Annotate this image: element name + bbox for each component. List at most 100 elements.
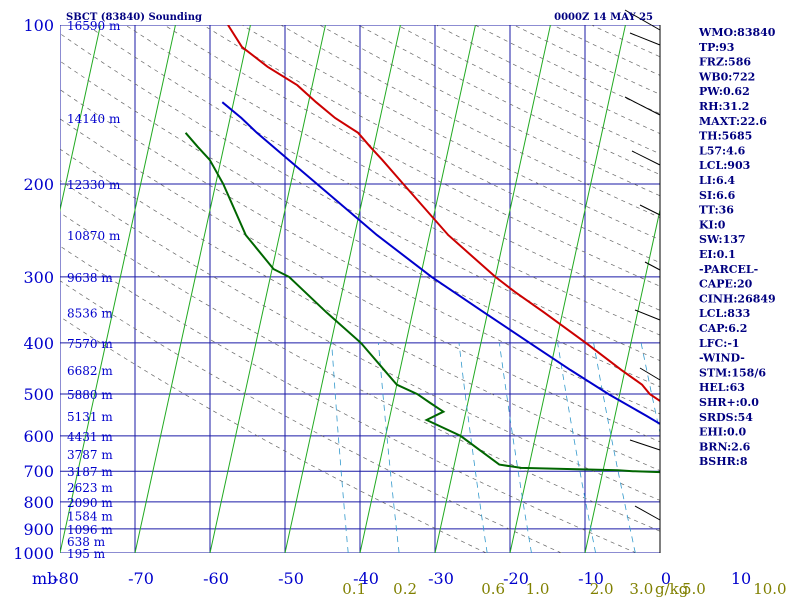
dry-adiabat bbox=[60, 280, 562, 553]
pressure-tick-label: 700 bbox=[23, 462, 54, 481]
profile-line bbox=[221, 101, 660, 426]
stability-index: EHI:0.0 bbox=[699, 426, 746, 439]
mixing-ratio-line bbox=[458, 342, 488, 553]
temperature-tick-label: -50 bbox=[278, 569, 304, 588]
isotherm-line bbox=[134, 25, 251, 553]
stability-index: -WIND- bbox=[699, 352, 745, 365]
wind-barb bbox=[624, 96, 661, 116]
height-label: 1096 m bbox=[67, 523, 113, 537]
mixing-ratio-tick-label: 1.0 bbox=[526, 580, 550, 598]
stability-index: RH:31.2 bbox=[699, 100, 749, 113]
pressure-tick-label: 800 bbox=[23, 493, 54, 512]
height-label: 10870 m bbox=[67, 229, 121, 243]
height-label: 16590 m bbox=[67, 19, 121, 33]
stability-index: SHR+:0.0 bbox=[699, 396, 759, 409]
stability-index: BRN:2.6 bbox=[699, 440, 751, 453]
dry-adiabat bbox=[60, 33, 660, 362]
height-label: 1584 m bbox=[67, 510, 113, 524]
grid bbox=[60, 25, 800, 553]
stability-index: KI:0 bbox=[699, 218, 726, 231]
temperature-tick-label: -20 bbox=[503, 569, 529, 588]
stability-index: FRZ:586 bbox=[699, 56, 751, 69]
dry-adiabat bbox=[60, 212, 660, 532]
mixing-ratio-line bbox=[783, 343, 800, 553]
mixing-ratio-line bbox=[499, 342, 532, 553]
height-label: 9638 m bbox=[67, 271, 113, 285]
dry-adiabat bbox=[513, 25, 660, 95]
pressure-unit-label: mb bbox=[32, 569, 57, 588]
stability-index: HEL:63 bbox=[699, 381, 745, 394]
profile-line bbox=[184, 132, 660, 474]
mixing-ratio-line bbox=[557, 342, 596, 553]
dry-adiabat bbox=[60, 89, 660, 415]
height-label: 2623 m bbox=[67, 481, 113, 495]
height-label: 14140 m bbox=[67, 112, 121, 126]
stability-index: LFC:-1 bbox=[699, 337, 740, 350]
dry-adiabat bbox=[60, 118, 660, 443]
temperature-tick-label: -70 bbox=[128, 569, 154, 588]
stability-index: EI:0.1 bbox=[699, 248, 736, 261]
pressure-tick-label: 400 bbox=[23, 334, 54, 353]
stability-index: STM:158/6 bbox=[699, 366, 766, 379]
mixing-ratio-tick-label: 0.1 bbox=[342, 580, 366, 598]
pressure-tick-label: 500 bbox=[23, 385, 54, 404]
height-label: 3187 m bbox=[67, 465, 113, 479]
stability-index: TT:36 bbox=[699, 204, 734, 217]
mixing-ratio-tick-label: 5.0 bbox=[682, 580, 706, 598]
stability-index: SW:137 bbox=[699, 233, 746, 246]
height-label: 5131 m bbox=[67, 410, 113, 424]
pressure-tick-label: 600 bbox=[23, 427, 54, 446]
isotherm-line bbox=[584, 207, 660, 553]
stability-index: CAPE:20 bbox=[699, 278, 753, 291]
stability-index: WMO:83840 bbox=[698, 26, 776, 39]
stability-index: MAXT:22.6 bbox=[699, 115, 767, 128]
chart-title: SBCT (83840) Sounding bbox=[66, 12, 202, 23]
stability-index: TP:93 bbox=[699, 41, 734, 54]
dry-adiabat bbox=[86, 25, 660, 336]
height-label: 195 m bbox=[67, 547, 106, 561]
stability-index: CINH:26849 bbox=[699, 292, 776, 305]
stability-index: -PARCEL- bbox=[699, 263, 758, 276]
wind-barb bbox=[639, 367, 661, 381]
isotherm-line bbox=[434, 25, 551, 553]
height-label: 12330 m bbox=[67, 178, 121, 192]
mixing-ratio-line bbox=[640, 342, 660, 435]
height-label: 7570 m bbox=[67, 337, 113, 351]
dry-adiabat bbox=[164, 25, 660, 287]
temperature-tick-label: -30 bbox=[428, 569, 454, 588]
stability-index: TH:5685 bbox=[699, 130, 752, 143]
stability-index: SRDS:54 bbox=[699, 411, 753, 424]
pressure-tick-label: 300 bbox=[23, 268, 54, 287]
isotherm-line bbox=[60, 25, 176, 553]
temperature-tick-label: -80 bbox=[53, 569, 79, 588]
dry-adiabat bbox=[60, 316, 487, 553]
stability-index: BSHR:8 bbox=[699, 455, 748, 468]
temperature-tick-label: -40 bbox=[353, 569, 379, 588]
wind-barb bbox=[624, 9, 661, 31]
isotherm-line bbox=[60, 25, 101, 213]
mixing-ratio-tick-label: 0.2 bbox=[393, 580, 417, 598]
stability-index: L57:4.6 bbox=[699, 144, 746, 157]
height-label: 3787 m bbox=[67, 448, 113, 462]
isotherm-line bbox=[509, 25, 626, 553]
wind-barb bbox=[634, 505, 661, 521]
mixing-ratio-tick-label: 10.0 bbox=[753, 580, 786, 598]
stability-index: SI:6.6 bbox=[699, 189, 736, 202]
stability-index: LI:6.4 bbox=[699, 174, 735, 187]
wind-barb bbox=[644, 261, 661, 271]
mixing-ratio-tick-label: 2.0 bbox=[590, 580, 614, 598]
wind-barb bbox=[634, 309, 661, 321]
stability-index: LCL:833 bbox=[699, 307, 750, 320]
height-label: 4431 m bbox=[67, 430, 113, 444]
wind-barb bbox=[631, 150, 661, 166]
isotherm-line bbox=[209, 25, 326, 553]
mixing-ratio-tick-label: 3.0 bbox=[629, 580, 653, 598]
stability-index: PW:0.62 bbox=[699, 85, 750, 98]
time-label: 0000Z 14 MAY 25 bbox=[554, 12, 653, 23]
height-label: 5880 m bbox=[67, 388, 113, 402]
mixing-ratio-line bbox=[331, 342, 349, 553]
mixing-unit-label: g/kg bbox=[655, 580, 689, 598]
